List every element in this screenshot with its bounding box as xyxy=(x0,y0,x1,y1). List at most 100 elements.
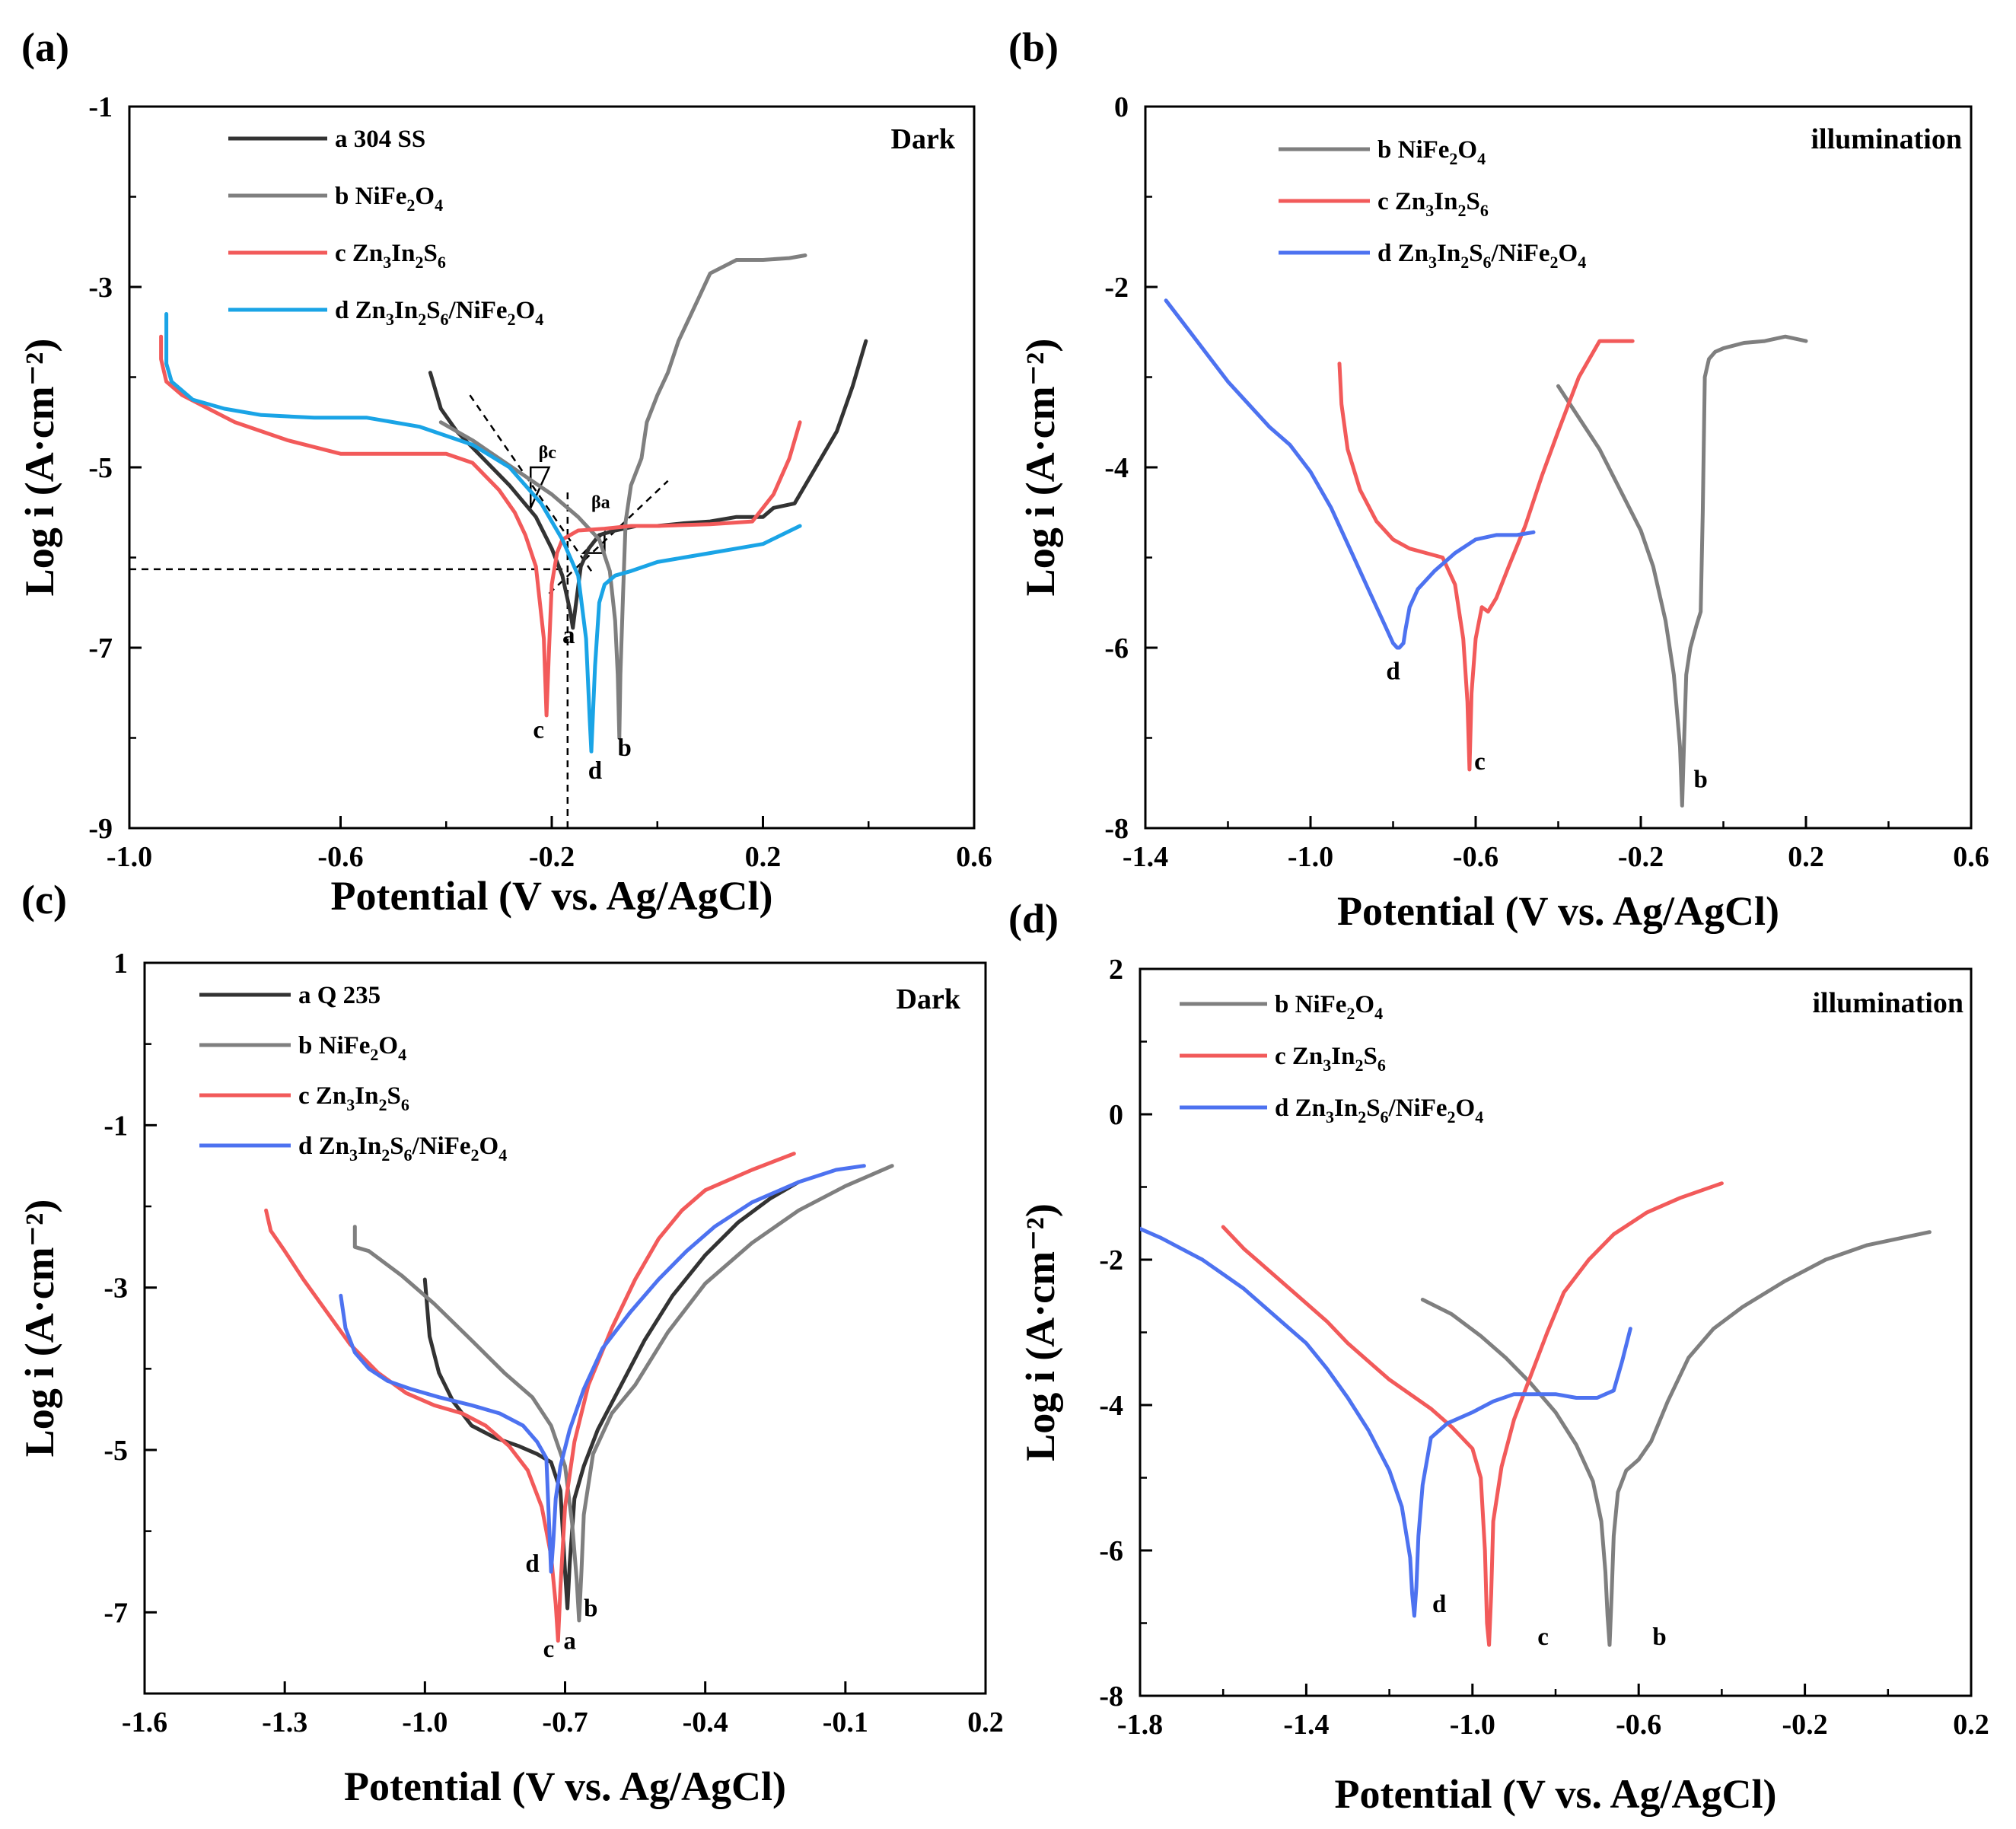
y-tick-label: -7 xyxy=(88,633,113,664)
y-tick-label: -5 xyxy=(88,452,113,484)
x-tick-label: -1.0 xyxy=(1288,841,1333,873)
curve-label-d: d xyxy=(1432,1591,1446,1618)
legend-label-c: c Zn3In2S6 xyxy=(1275,1043,1386,1075)
y-tick-label: -1 xyxy=(88,91,113,123)
y-tick-label: -5 xyxy=(104,1435,128,1467)
x-tick-label: -1.0 xyxy=(107,841,152,873)
series-line-d xyxy=(1140,1226,1632,1618)
x-tick-label: -0.2 xyxy=(1782,1709,1828,1741)
series-line-b xyxy=(438,253,807,740)
x-tick-label: -0.2 xyxy=(529,841,575,873)
x-tick-label: -0.6 xyxy=(317,841,363,873)
curve-label-b: b xyxy=(1693,766,1707,794)
curve-label-a: a xyxy=(562,622,575,649)
panel-label: (c) xyxy=(21,877,67,922)
x-tick-label: -1.4 xyxy=(1283,1709,1329,1741)
beta-c-label: βc xyxy=(539,443,557,463)
x-tick-label: -1.4 xyxy=(1123,841,1168,873)
series-line-d xyxy=(164,312,802,754)
legend-label-a: a Q 235 xyxy=(298,982,381,1009)
x-tick-label: -0.2 xyxy=(1618,841,1664,873)
series-line-b xyxy=(1420,1230,1932,1647)
condition-label: illumination xyxy=(1813,987,1964,1019)
legend-label-d: d Zn3In2S6/NiFe2O4 xyxy=(335,297,543,329)
legend-label-b: b NiFe2O4 xyxy=(1377,136,1486,168)
legend-label-c: c Zn3In2S6 xyxy=(1377,188,1489,220)
y-tick-label: -2 xyxy=(1099,1244,1123,1276)
x-tick-label: -0.4 xyxy=(683,1706,728,1738)
curve-label-c: c xyxy=(543,1636,555,1663)
x-tick-label: -1.0 xyxy=(1450,1709,1495,1741)
x-tick-label: 0.6 xyxy=(1953,841,1989,873)
panel-label: (a) xyxy=(21,24,69,70)
legend-label-d: d Zn3In2S6/NiFe2O4 xyxy=(1377,240,1586,272)
series-line-a xyxy=(428,339,868,630)
legend-label-b: b NiFe2O4 xyxy=(298,1032,406,1064)
condition-label: Dark xyxy=(891,123,956,155)
chart-panel-2: (b) -1.4 -1.0 -0.6 -0.2 0.2 0.6 -8 -6 -4 -2 0 Potent… xyxy=(1008,24,1989,934)
y-tick-label: -6 xyxy=(1104,633,1129,664)
x-axis-title: Potential (V vs. Ag/AgCl) xyxy=(331,873,773,919)
series-line-d xyxy=(1164,298,1536,650)
y-tick-label: -6 xyxy=(1099,1535,1123,1567)
curve-label-d: d xyxy=(588,757,602,785)
y-tick-label: 2 xyxy=(1109,954,1123,986)
series-line-b xyxy=(352,1164,894,1623)
legend-label-b: b NiFe2O4 xyxy=(335,183,443,215)
y-tick-label: -9 xyxy=(88,813,113,845)
y-axis-title: Log i (A·cm⁻²) xyxy=(17,339,62,597)
x-tick-label: 0.2 xyxy=(745,841,782,873)
curve-label-b: b xyxy=(584,1595,597,1623)
x-tick-label: 0.6 xyxy=(956,841,992,873)
series-line-d xyxy=(339,1164,866,1574)
curve-label-b: b xyxy=(618,734,632,762)
series-line-c xyxy=(159,334,802,718)
curve-label-c: c xyxy=(1537,1623,1549,1651)
x-axis-title: Potential (V vs. Ag/AgCl) xyxy=(1337,888,1779,934)
series-line-c xyxy=(1221,1181,1724,1647)
x-tick-label: 0.2 xyxy=(1788,841,1824,873)
y-tick-label: -4 xyxy=(1099,1390,1123,1422)
curve-label-a: a xyxy=(563,1627,576,1655)
tafel-anodic-line xyxy=(548,480,669,594)
legend-label-c: c Zn3In2S6 xyxy=(298,1082,409,1114)
y-axis-title: Log i (A·cm⁻²) xyxy=(1018,339,1063,597)
series-line-b xyxy=(1556,334,1808,808)
x-tick-label: -0.6 xyxy=(1453,841,1498,873)
x-tick-label: -1.0 xyxy=(402,1706,447,1738)
x-tick-label: -0.6 xyxy=(1616,1709,1661,1741)
y-tick-label: 0 xyxy=(1114,91,1129,123)
beta-a-label: βa xyxy=(591,492,610,512)
y-axis-title: Log i (A·cm⁻²) xyxy=(1018,1203,1063,1461)
plot-frame xyxy=(128,105,976,830)
y-tick-label: -3 xyxy=(104,1273,128,1305)
x-axis-title: Potential (V vs. Ag/AgCl) xyxy=(344,1764,786,1809)
panel-label: (d) xyxy=(1008,896,1059,942)
x-tick-label: -1.8 xyxy=(1117,1709,1163,1741)
chart-panel-1: (a) -1.0 -0.6 -0.2 0.2 0.6 -9 -7 -5 -3 -1 Potential… xyxy=(17,24,992,919)
curve-label-c: c xyxy=(1474,748,1486,776)
x-tick-label: 0.2 xyxy=(1953,1709,1989,1741)
condition-label: illumination xyxy=(1811,123,1963,155)
legend-label-b: b NiFe2O4 xyxy=(1275,991,1383,1023)
y-axis-title: Log i (A·cm⁻²) xyxy=(17,1200,62,1458)
plot-frame xyxy=(1144,105,1973,830)
x-tick-label: -1.6 xyxy=(122,1706,167,1738)
condition-label: Dark xyxy=(897,983,961,1015)
plot-frame xyxy=(1139,967,1973,1697)
y-tick-label: -2 xyxy=(1104,272,1129,304)
y-tick-label: -8 xyxy=(1099,1681,1123,1713)
series-line-c xyxy=(264,1152,796,1643)
curve-label-d: d xyxy=(525,1550,539,1578)
series-line-c xyxy=(1337,339,1635,772)
chart-panel-3: (c) -1.6 -1.3 -1.0 -0.7 -0.4 -0.1 0.2 -7 -5 -3 -1 1 P… xyxy=(17,877,1004,1809)
x-tick-label: -0.7 xyxy=(542,1706,588,1738)
y-tick-label: 1 xyxy=(113,948,128,980)
legend-label-d: d Zn3In2S6/NiFe2O4 xyxy=(1275,1095,1483,1126)
chart-panel-4: (d) -1.8 -1.4 -1.0 -0.6 -0.2 0.2 -8 -6 -4 -2 0 2 Pote… xyxy=(1008,896,1989,1817)
curve-label-b: b xyxy=(1652,1623,1666,1651)
y-tick-label: -7 xyxy=(104,1597,128,1629)
x-tick-label: 0.2 xyxy=(967,1706,1004,1738)
curve-label-d: d xyxy=(1386,658,1400,685)
